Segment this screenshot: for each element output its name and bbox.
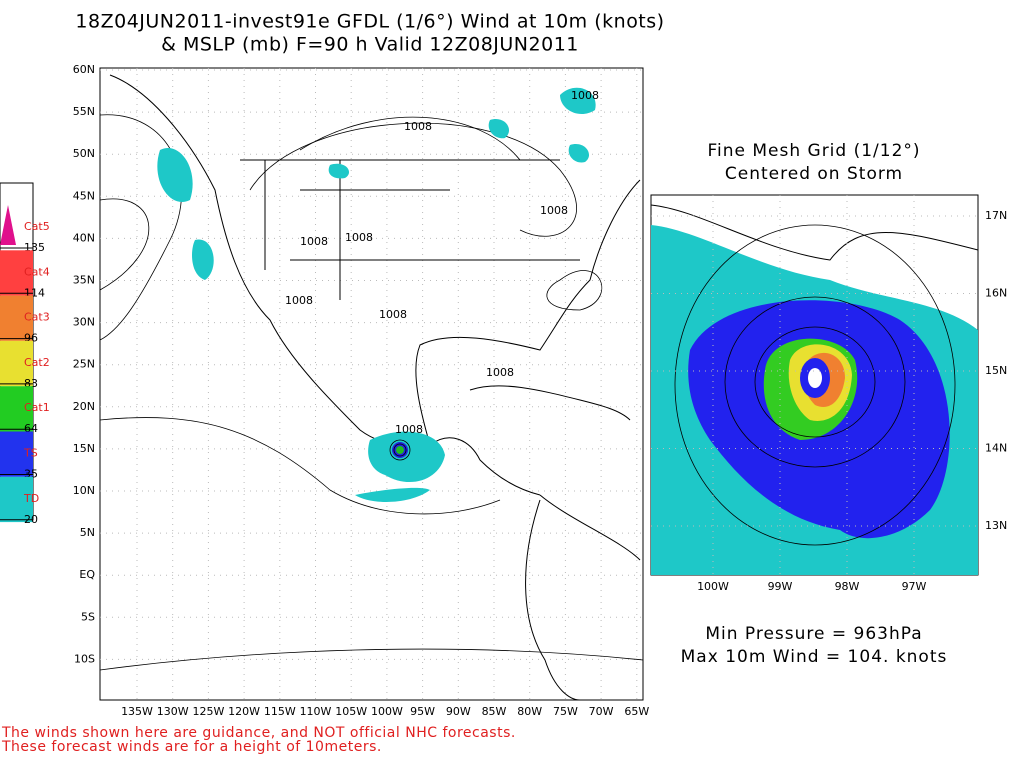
lon-label: 105W xyxy=(335,705,367,718)
lon-label: 75W xyxy=(553,705,578,718)
inset-lon-label: 97W xyxy=(902,580,927,593)
legend-category: TS xyxy=(23,447,38,460)
isobar-label: 1008 xyxy=(395,423,423,436)
legend-category: Cat2 xyxy=(24,356,50,369)
disclaimer: The winds shown here are guidance, and N… xyxy=(1,725,516,741)
min-pressure: Min Pressure = 963hPa xyxy=(705,624,922,644)
inset-lat-label: 16N xyxy=(985,287,1007,300)
lat-label: 55N xyxy=(73,105,95,118)
isobar-label: 1008 xyxy=(486,366,514,379)
lat-label: 50N xyxy=(73,147,95,160)
legend-swatch xyxy=(0,205,16,245)
lon-label: 120W xyxy=(228,705,260,718)
inset-title: Centered on Storm xyxy=(725,164,903,184)
isobar-label: 1008 xyxy=(404,120,432,133)
lat-label: 60N xyxy=(73,63,95,76)
main-map xyxy=(99,67,644,701)
lat-label: 10S xyxy=(74,652,95,665)
isobar-label: 1008 xyxy=(571,89,599,102)
isobar-label: 1008 xyxy=(300,235,328,248)
legend-category: Cat4 xyxy=(24,265,50,278)
lat-label: 5N xyxy=(80,526,95,539)
isobar-label: 1008 xyxy=(345,231,373,244)
inset-title: Fine Mesh Grid (1/12°) xyxy=(707,141,920,161)
lon-label: 100W xyxy=(371,705,403,718)
inset-lon-label: 99W xyxy=(768,580,793,593)
lon-label: 70W xyxy=(589,705,614,718)
max-wind: Max 10m Wind = 104. knots xyxy=(681,647,948,667)
title-line: 18Z04JUN2011-invest91e GFDL (1/6°) Wind … xyxy=(75,11,664,33)
lat-label: 40N xyxy=(73,231,95,244)
lat-label: 15N xyxy=(73,442,95,455)
inset-graticule xyxy=(651,195,978,575)
inset-lon-label: 98W xyxy=(835,580,860,593)
lat-label: 20N xyxy=(73,400,95,413)
inset-lat-label: 17N xyxy=(985,209,1007,222)
legend-category: Cat5 xyxy=(24,220,50,233)
lon-label: 110W xyxy=(300,705,332,718)
lat-label: 5S xyxy=(81,610,95,623)
legend-swatch xyxy=(0,386,33,432)
legend-swatch xyxy=(0,340,33,387)
legend-category: Cat1 xyxy=(24,401,50,414)
lon-label: 90W xyxy=(446,705,471,718)
legend-category: Cat3 xyxy=(24,311,50,324)
legend-swatch xyxy=(0,431,33,477)
disclaimer: These forecast winds are for a height of… xyxy=(1,739,382,755)
inset-lon-label: 100W xyxy=(697,580,729,593)
lat-label: 30N xyxy=(73,316,95,329)
inset-lat-label: 15N xyxy=(985,364,1007,377)
lat-label: 25N xyxy=(73,358,95,371)
isobar-label: 1008 xyxy=(285,294,313,307)
lat-label: EQ xyxy=(79,568,95,581)
legend-swatch xyxy=(0,295,33,341)
isobar-label: 1008 xyxy=(379,308,407,321)
legend-swatch xyxy=(0,250,33,296)
lon-label: 135W xyxy=(121,705,153,718)
lat-label: 35N xyxy=(73,274,95,287)
lon-label: 80W xyxy=(517,705,542,718)
lon-label: 85W xyxy=(482,705,507,718)
lon-label: 115W xyxy=(264,705,296,718)
legend-threshold: 20 xyxy=(24,513,38,526)
inset-lat-label: 14N xyxy=(985,442,1007,455)
isobar-label: 1008 xyxy=(540,204,568,217)
lon-label: 130W xyxy=(157,705,189,718)
lat-label: 45N xyxy=(73,189,95,202)
legend-category: TD xyxy=(23,492,39,505)
inset-lat-label: 13N xyxy=(985,519,1007,532)
lon-label: 65W xyxy=(624,705,649,718)
lat-label: 10N xyxy=(73,484,95,497)
lon-label: 125W xyxy=(192,705,224,718)
lon-label: 95W xyxy=(410,705,435,718)
legend-swatch xyxy=(0,476,33,523)
title-line: & MSLP (mb) F=90 h Valid 12Z08JUN2011 xyxy=(161,34,579,56)
inset-map xyxy=(650,194,979,576)
